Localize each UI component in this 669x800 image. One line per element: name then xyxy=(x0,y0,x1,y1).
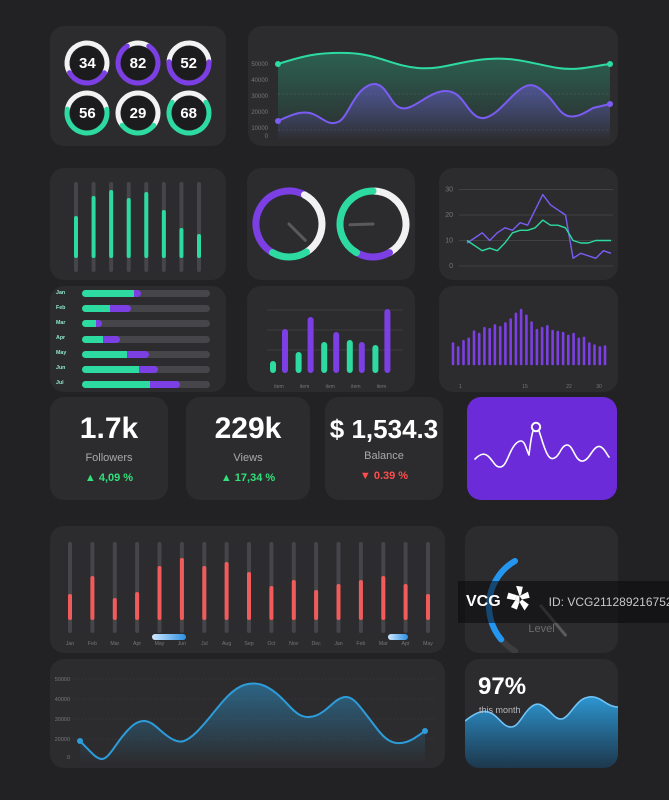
svg-text:item: item xyxy=(274,384,283,390)
svg-text:Jul: Jul xyxy=(201,641,208,647)
svg-text:50000: 50000 xyxy=(251,62,268,68)
svg-text:May: May xyxy=(423,641,433,647)
svg-text:40000: 40000 xyxy=(251,78,268,84)
svg-text:Jan: Jan xyxy=(66,641,74,647)
svg-text:50000: 50000 xyxy=(55,677,70,683)
svg-text:20: 20 xyxy=(445,212,453,219)
svg-text:15: 15 xyxy=(522,384,528,390)
svg-text:Mar: Mar xyxy=(379,641,388,647)
svg-text:item: item xyxy=(300,384,309,390)
svg-text:Mar: Mar xyxy=(110,641,119,647)
svg-text:1: 1 xyxy=(459,384,462,390)
svg-text:30: 30 xyxy=(445,187,453,194)
svg-text:Nov: Nov xyxy=(289,641,299,647)
svg-text:30000: 30000 xyxy=(251,94,268,100)
svg-text:10: 10 xyxy=(445,238,453,245)
svg-text:Feb: Feb xyxy=(356,641,365,647)
svg-text:40000: 40000 xyxy=(55,697,70,703)
svg-text:10000: 10000 xyxy=(251,126,268,132)
svg-text:Dec: Dec xyxy=(311,641,321,647)
svg-text:Oct: Oct xyxy=(267,641,276,647)
svg-text:Feb: Feb xyxy=(88,641,97,647)
svg-text:item: item xyxy=(377,384,386,390)
svg-text:Apr: Apr xyxy=(133,641,141,647)
svg-text:May: May xyxy=(155,641,165,647)
svg-text:30000: 30000 xyxy=(55,717,70,723)
svg-text:item: item xyxy=(351,384,360,390)
svg-text:22: 22 xyxy=(566,384,572,390)
svg-text:Jan: Jan xyxy=(334,641,342,647)
svg-text:Aug: Aug xyxy=(222,641,231,647)
svg-text:Jun: Jun xyxy=(178,641,186,647)
svg-text:Apr: Apr xyxy=(402,641,410,647)
svg-text:20000: 20000 xyxy=(55,737,70,743)
svg-text:0: 0 xyxy=(449,263,453,270)
svg-text:30: 30 xyxy=(596,384,602,390)
svg-text:item: item xyxy=(325,384,334,390)
svg-text:20000: 20000 xyxy=(251,110,268,116)
svg-text:0: 0 xyxy=(265,134,269,140)
svg-text:Sep: Sep xyxy=(244,641,253,647)
svg-text:0: 0 xyxy=(67,755,70,761)
